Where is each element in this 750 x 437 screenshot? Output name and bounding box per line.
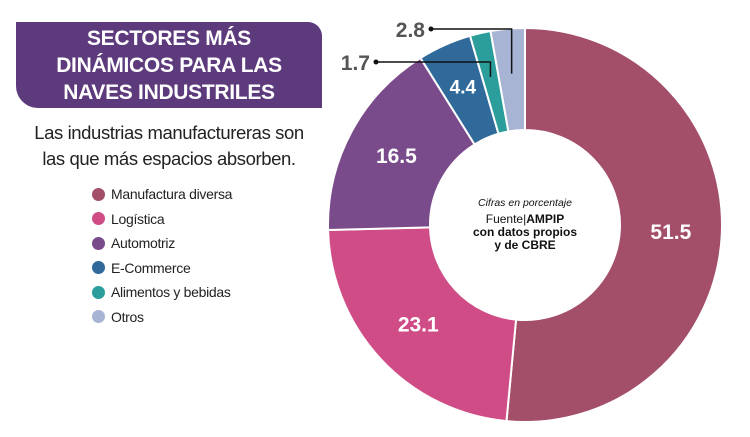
source-note: Fuente|AMPIP con datos propios y de CBRE bbox=[440, 213, 610, 252]
donut-slice bbox=[505, 26, 723, 423]
legend-swatch bbox=[92, 212, 105, 226]
data-label: 1.7 bbox=[341, 52, 370, 75]
subtitle-line: Las industrias manufactureras son bbox=[34, 122, 304, 143]
source-name: AMPIP bbox=[526, 212, 565, 226]
legend-item: Alimentos y bebidas bbox=[92, 280, 232, 305]
title-line: NAVES INDUSTRILES bbox=[63, 81, 275, 104]
source-prefix: Fuente| bbox=[485, 212, 527, 226]
donut-slice bbox=[327, 226, 518, 423]
legend: Manufactura diversa Logística Automotriz E-… bbox=[92, 182, 232, 329]
donut-slice bbox=[327, 56, 476, 231]
legend-swatch bbox=[92, 310, 105, 324]
callout-line bbox=[431, 28, 513, 74]
title-line: SECTORES MÁS bbox=[86, 27, 252, 50]
legend-label: Logística bbox=[111, 210, 165, 227]
callout-dot bbox=[373, 59, 379, 65]
legend-swatch bbox=[92, 236, 105, 250]
center-note: Cifras en porcentaje Fuente|AMPIP con da… bbox=[440, 197, 610, 252]
data-label: 2.8 bbox=[396, 19, 426, 42]
source-line: y de CBRE bbox=[494, 238, 556, 252]
data-label: 23.1 bbox=[398, 314, 439, 337]
legend-swatch bbox=[92, 285, 105, 299]
legend-item: E-Commerce bbox=[92, 256, 232, 281]
subtitle: Las industrias manufactureras son las qu… bbox=[18, 120, 320, 172]
units-note: Cifras en porcentaje bbox=[478, 197, 572, 209]
data-label: 16.5 bbox=[376, 145, 417, 168]
title-banner: SECTORES MÁS DINÁMICOS PARA LAS NAVES IN… bbox=[16, 22, 322, 108]
title-line: DINÁMICOS PARA LAS bbox=[56, 54, 282, 77]
data-label: 51.5 bbox=[650, 221, 691, 244]
legend-label: Automotriz bbox=[111, 235, 175, 252]
legend-label: Otros bbox=[111, 308, 144, 325]
legend-item: Automotriz bbox=[92, 231, 232, 256]
source-line: con datos propios bbox=[472, 225, 577, 239]
legend-swatch bbox=[92, 261, 105, 275]
legend-label: E-Commerce bbox=[111, 259, 191, 276]
callout-dot bbox=[428, 26, 434, 32]
data-label: 4.4 bbox=[450, 77, 477, 98]
legend-item: Otros bbox=[92, 305, 232, 330]
legend-swatch bbox=[92, 187, 105, 201]
callout-line bbox=[376, 61, 492, 77]
subtitle-line: las que más espacios absorben. bbox=[42, 148, 296, 169]
legend-item: Logística bbox=[92, 207, 232, 232]
legend-label: Alimentos y bebidas bbox=[111, 284, 231, 301]
legend-item: Manufactura diversa bbox=[92, 182, 232, 207]
legend-label: Manufactura diversa bbox=[111, 186, 233, 203]
